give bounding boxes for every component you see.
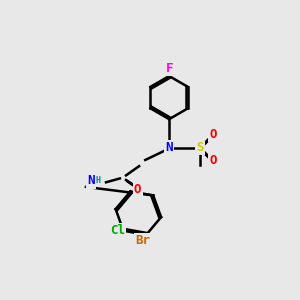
Text: F: F bbox=[165, 62, 173, 75]
Text: O: O bbox=[209, 128, 217, 141]
Text: N: N bbox=[165, 141, 173, 154]
Text: Br: Br bbox=[136, 235, 151, 248]
Text: H: H bbox=[96, 176, 101, 185]
Text: O: O bbox=[209, 154, 217, 167]
Text: N: N bbox=[87, 174, 94, 187]
Text: S: S bbox=[196, 141, 204, 154]
Text: O: O bbox=[134, 183, 141, 196]
Text: Cl: Cl bbox=[110, 224, 125, 237]
